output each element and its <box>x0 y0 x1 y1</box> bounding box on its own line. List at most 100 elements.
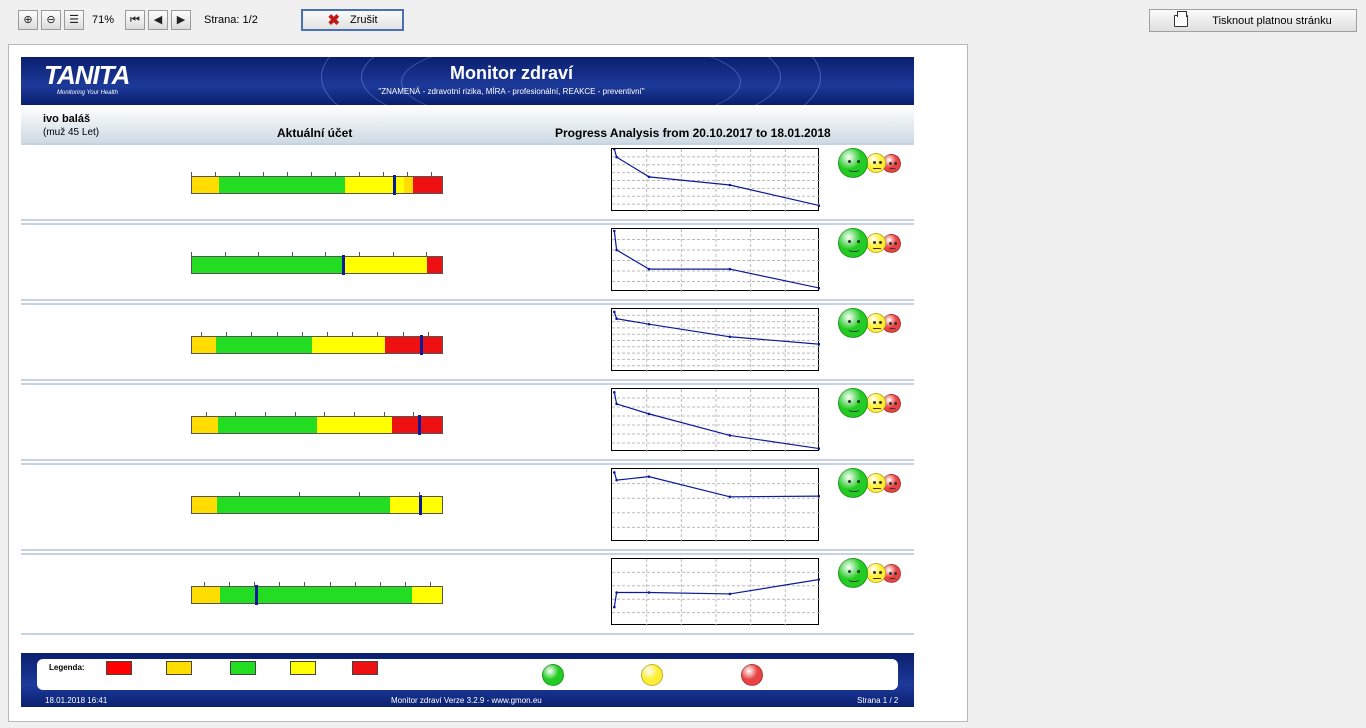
data-point <box>818 494 820 498</box>
current-account-heading: Aktuální účet <box>277 126 353 140</box>
zoom-in-button[interactable]: ⊕ <box>18 10 38 30</box>
data-point <box>728 267 732 271</box>
page-icon: ☰ <box>69 13 79 26</box>
neutral-face-icon <box>866 563 886 583</box>
close-icon: ✖ <box>327 12 341 29</box>
next-page-button[interactable]: ▶ <box>171 10 191 30</box>
gauge-tick <box>324 412 326 416</box>
gauge-tick <box>311 172 312 176</box>
gauge-tick <box>325 252 327 256</box>
data-point <box>613 149 616 151</box>
prev-page-button[interactable]: ◀ <box>148 10 168 30</box>
gauge-bar <box>191 175 443 195</box>
data-point <box>647 267 651 271</box>
report-title: Monitor zdraví <box>449 63 573 83</box>
legend-swatch <box>166 661 192 675</box>
progress-heading: Progress Analysis from 20.10.2017 to 18.… <box>555 126 831 140</box>
prev-page-icon: ◀ <box>153 13 163 26</box>
gauge-indicator <box>342 255 345 275</box>
gauge-tick <box>354 412 356 416</box>
data-point <box>613 605 616 609</box>
user-bar: ivo baláš (muž 45 Let) Aktuální účet Pro… <box>21 105 914 147</box>
gauge-tick <box>430 582 432 586</box>
data-point <box>615 155 618 159</box>
gauge-segment <box>342 257 427 273</box>
user-info: (muž 45 Let) <box>43 127 100 138</box>
gauge-tick <box>335 172 336 176</box>
gauge-tick <box>276 332 278 336</box>
cancel-label: Zrušit <box>350 14 378 26</box>
gauge-tick <box>383 412 385 416</box>
gauge-tick <box>413 412 415 416</box>
progress-chart <box>611 558 820 626</box>
gauge-segment <box>216 337 312 353</box>
gauge-indicator <box>418 415 422 435</box>
data-point <box>647 175 651 179</box>
progress-chart <box>611 228 820 292</box>
print-page-button[interactable]: Tisknout platnou stránku <box>1149 9 1357 32</box>
first-page-button[interactable]: ⏮ <box>125 10 145 30</box>
happy-face-icon <box>838 308 868 338</box>
data-point <box>818 342 820 346</box>
gauge-indicator <box>393 175 397 195</box>
chart-svg <box>612 559 820 626</box>
section-5 <box>21 553 914 635</box>
data-point <box>728 495 732 499</box>
gauge-segment <box>192 587 220 603</box>
legend-title: Legenda: <box>49 663 85 672</box>
gauge-bar <box>191 415 443 435</box>
neutral-face-icon <box>641 664 663 686</box>
status-faces <box>838 558 908 588</box>
gauge-indicator <box>420 335 423 355</box>
gauge-tick <box>239 492 240 496</box>
user-name: ivo baláš <box>43 113 91 125</box>
data-point <box>818 447 820 450</box>
gauge-tick <box>359 172 360 176</box>
gauge-tick <box>287 172 288 176</box>
gauge-tick <box>426 252 428 256</box>
gauge-segment <box>345 177 404 193</box>
footer-page: Strana 1 / 2 <box>857 696 899 705</box>
gauge-tick <box>299 492 300 496</box>
neutral-face-icon <box>866 153 886 173</box>
gauge-indicator <box>419 495 423 515</box>
gauge-tick <box>228 582 230 586</box>
gauge-tick <box>431 172 432 176</box>
gauge-tick <box>279 582 281 586</box>
legend-swatch <box>230 661 256 675</box>
section-0 <box>21 143 914 221</box>
gauge-tick <box>359 492 360 496</box>
happy-face-icon <box>542 664 564 686</box>
gauge-segment <box>389 497 442 513</box>
gauge-tick <box>235 412 237 416</box>
gauge-segment <box>412 177 442 193</box>
status-faces <box>838 388 908 418</box>
legend-swatch <box>290 661 316 675</box>
status-faces <box>838 308 908 338</box>
data-point <box>647 322 651 326</box>
data-point <box>613 391 616 394</box>
zoom-out-button[interactable]: ⊖ <box>41 10 61 30</box>
gauge-segment <box>192 337 216 353</box>
section-1 <box>21 223 914 301</box>
gauge-segment <box>384 337 442 353</box>
gauge-segment <box>219 177 345 193</box>
gauge-tick <box>258 252 260 256</box>
data-point <box>728 592 732 596</box>
gauge-tick <box>354 582 356 586</box>
page-fit-button[interactable]: ☰ <box>64 10 84 30</box>
series-line <box>613 149 820 207</box>
gauge-segment <box>403 177 413 193</box>
gauge-bar <box>191 495 443 515</box>
neutral-face-icon <box>866 393 886 413</box>
gauge-tick <box>224 252 226 256</box>
cancel-button[interactable]: ✖ Zrušit <box>301 9 404 31</box>
gauge-segment <box>412 587 442 603</box>
zoom-out-icon: ⊖ <box>46 13 56 26</box>
progress-chart <box>611 148 820 212</box>
chart-svg <box>612 149 820 212</box>
gauge-tick <box>352 332 354 336</box>
chart-svg <box>612 229 820 292</box>
preview-area[interactable]: TANITA Monitoring Your Health Monitor zd… <box>0 38 1366 728</box>
status-faces <box>838 148 908 178</box>
